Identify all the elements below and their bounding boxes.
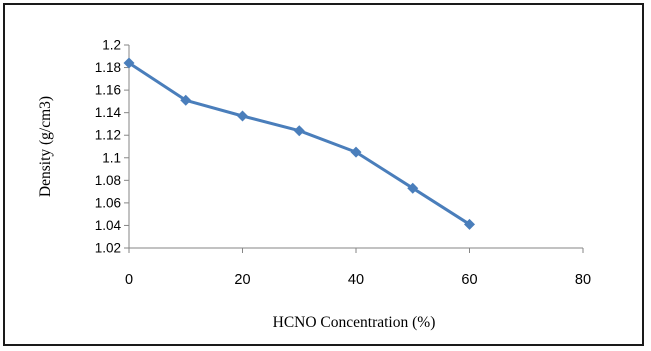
data-point <box>350 146 362 158</box>
data-point <box>180 94 192 106</box>
x-tick-label: 0 <box>125 272 133 288</box>
y-tick-label: 1.06 <box>95 195 121 210</box>
y-tick-label: 1.14 <box>95 105 122 120</box>
x-axis-title: HCNO Concentration (%) <box>273 314 436 331</box>
chart-frame <box>3 3 644 346</box>
data-point <box>293 125 305 137</box>
x-axis-ticks: 0 20 40 60 80 <box>125 248 591 288</box>
y-tick-label: 1.12 <box>95 128 121 143</box>
x-tick-label: 60 <box>461 272 477 288</box>
y-tick-label: 1.04 <box>95 218 122 233</box>
data-point <box>237 110 248 122</box>
series-line <box>128 61 471 226</box>
y-tick-label: 1.2 <box>102 38 121 53</box>
data-point <box>123 57 135 69</box>
x-tick-label: 20 <box>234 272 250 288</box>
data-point <box>464 218 475 230</box>
x-tick-label: 40 <box>348 272 364 288</box>
y-tick-label: 1.16 <box>95 83 121 98</box>
x-tick-label: 80 <box>575 272 591 288</box>
data-point <box>407 182 419 194</box>
y-tick-label: 1.02 <box>95 241 121 256</box>
y-tick-label: 1.08 <box>95 173 121 188</box>
series-group <box>123 57 475 230</box>
y-tick-label: 1.18 <box>95 60 121 75</box>
y-axis-ticks: 1.02 1.04 1.06 1.08 1.1 1.12 1.14 1.16 1.18 1.2 <box>95 38 129 256</box>
y-tick-label: 1.1 <box>102 150 121 165</box>
y-axis-title: Density (g/cm3) <box>37 96 54 197</box>
